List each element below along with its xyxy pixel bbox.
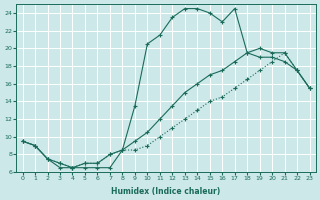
X-axis label: Humidex (Indice chaleur): Humidex (Indice chaleur)	[111, 187, 221, 196]
